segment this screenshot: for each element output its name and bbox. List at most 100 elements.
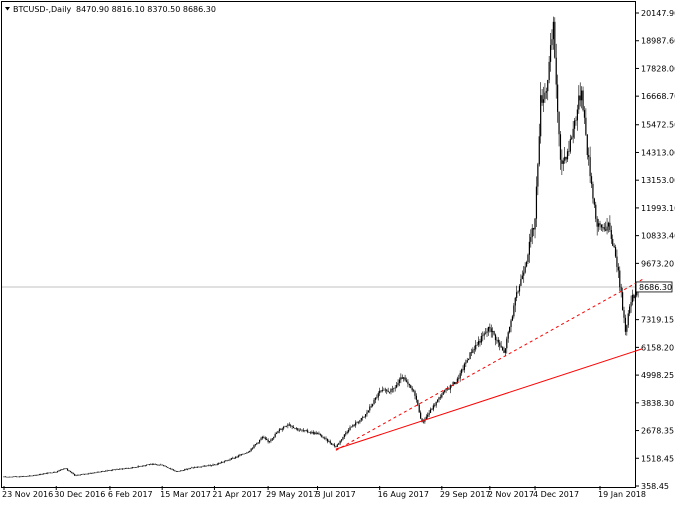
candle — [545, 87, 547, 99]
x-tick-label: 23 Nov 2016 — [2, 490, 53, 499]
candle — [527, 253, 529, 264]
candle — [325, 436, 327, 441]
candle-body — [243, 453, 245, 455]
candle — [182, 470, 184, 471]
candle — [360, 417, 362, 422]
candle — [218, 462, 220, 465]
candle-body — [486, 331, 488, 333]
candle-body — [268, 441, 271, 442]
candle — [418, 403, 420, 413]
candle — [486, 328, 488, 337]
candle — [396, 381, 398, 389]
candle — [373, 398, 375, 405]
y-tick-label: 10833.40 — [641, 232, 675, 241]
candle-body — [603, 227, 605, 230]
candle — [288, 422, 290, 427]
candle — [201, 466, 203, 468]
candle — [579, 82, 581, 107]
candle — [372, 403, 374, 408]
candle-body — [181, 470, 183, 472]
candle — [603, 223, 605, 232]
candle — [516, 285, 518, 302]
candle — [167, 466, 169, 469]
candle — [459, 370, 461, 382]
candle — [299, 428, 302, 431]
candle — [477, 336, 480, 348]
candle-body — [133, 467, 135, 468]
candle-body — [525, 262, 528, 267]
candle-body — [418, 404, 420, 413]
candle — [616, 249, 618, 273]
candle-body — [627, 313, 629, 326]
candle-body — [425, 416, 427, 420]
candle — [69, 470, 71, 473]
candle-body — [220, 462, 223, 464]
candle-body — [517, 291, 519, 293]
candle-body — [572, 128, 574, 138]
candle — [462, 365, 464, 372]
candle-body — [11, 476, 14, 478]
candle — [614, 244, 617, 259]
candle — [332, 443, 334, 446]
candle-body — [86, 473, 88, 475]
candle-body — [82, 473, 84, 475]
candle — [129, 468, 131, 469]
candle-body — [329, 441, 331, 444]
candle-body — [230, 458, 232, 460]
candle — [185, 468, 187, 470]
candle — [528, 233, 530, 263]
candle-body — [547, 80, 549, 92]
candle — [329, 439, 331, 445]
y-tick-label: 17828.00 — [641, 64, 675, 73]
candle — [340, 439, 343, 443]
candle-body — [384, 389, 386, 391]
candle-body — [215, 464, 217, 466]
trendlines[interactable] — [335, 279, 643, 451]
candle — [564, 147, 566, 164]
candle — [179, 470, 182, 472]
candle — [573, 118, 576, 139]
candle — [548, 56, 550, 84]
candle — [155, 464, 158, 466]
candle-body — [290, 425, 292, 426]
candle-body — [178, 471, 180, 472]
candle — [137, 465, 139, 468]
candle-body — [260, 438, 262, 440]
candle — [388, 391, 391, 394]
chevron-down-icon[interactable] — [5, 7, 10, 11]
candle-body — [379, 390, 381, 394]
candle — [506, 336, 508, 354]
candle — [170, 467, 172, 470]
candle — [367, 410, 369, 413]
candle-body — [92, 472, 94, 474]
candle-body — [175, 471, 177, 472]
candle-body — [593, 198, 595, 205]
candle — [494, 333, 497, 346]
candle-body — [492, 331, 494, 333]
candle — [79, 474, 81, 476]
candle-body — [191, 467, 193, 469]
candle-body — [83, 473, 86, 475]
candle — [565, 156, 567, 164]
candle — [187, 468, 189, 471]
candle — [428, 410, 430, 418]
candle — [531, 224, 533, 245]
candle-body — [66, 468, 69, 471]
candle-body — [6, 476, 8, 478]
candle — [469, 352, 471, 360]
candle-body — [366, 412, 368, 415]
candle-body — [18, 476, 21, 478]
candle-body — [636, 290, 638, 296]
candle — [54, 471, 56, 473]
candle-body — [349, 427, 351, 430]
candle — [586, 133, 588, 160]
candle — [349, 425, 351, 431]
candle-body — [124, 468, 127, 469]
candle — [336, 443, 338, 448]
candle-body — [421, 418, 423, 422]
candle — [249, 450, 251, 453]
candle — [233, 457, 235, 460]
y-tick-label: 20147.90 — [641, 9, 675, 18]
candle — [25, 476, 28, 477]
